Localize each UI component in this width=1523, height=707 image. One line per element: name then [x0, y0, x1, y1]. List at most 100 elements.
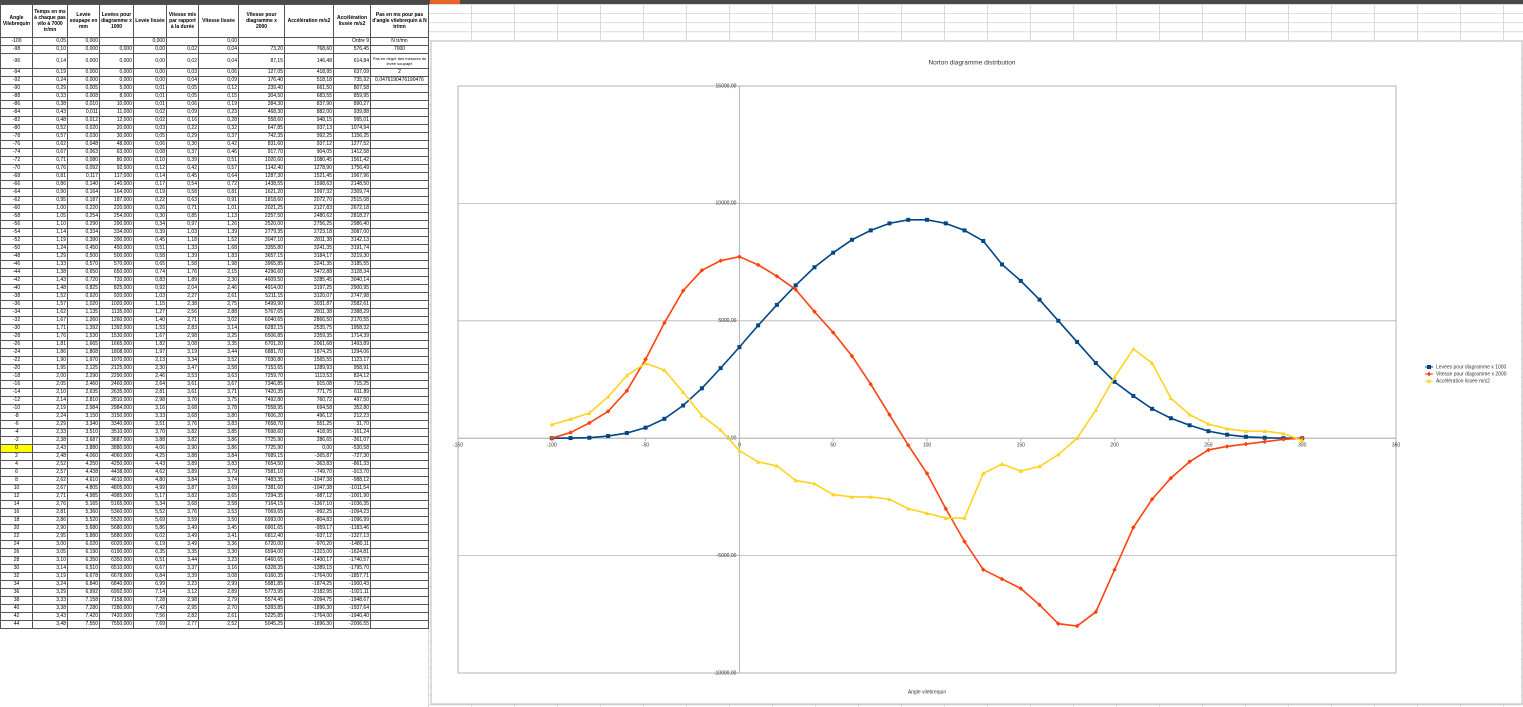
table-row: -50 1,24 0,450 450,000 0,51 1,33 1,68 3355,80 32… — [0, 244, 429, 253]
table-cell: 0,164 — [67, 188, 100, 197]
table-cell: 0,02 — [166, 45, 199, 54]
table-cell: 7381,60 — [238, 484, 285, 493]
table-cell: 3,51 — [133, 420, 167, 429]
table-cell: -1096,99 — [333, 516, 371, 525]
table-cell — [370, 204, 429, 213]
table-row: -36 1,57 1,020 1020,000 1,15 2,38 2,75 5499,90 3… — [0, 300, 429, 309]
table-row: -24 1,86 1,808 1808,000 1,97 3,19 3,44 6881,70 1… — [0, 348, 429, 357]
table-cell: 1,19 — [32, 236, 68, 245]
table-cell: 0,220 — [67, 204, 100, 213]
legend-marker — [1426, 371, 1432, 377]
table-cell: 0,43 — [32, 108, 68, 117]
table-cell: 3,37 — [166, 564, 199, 573]
table-cell: 0,005 — [67, 84, 100, 93]
table-cell: 1,81 — [32, 340, 68, 349]
table-cell: 1,020 — [67, 300, 100, 309]
table-cell — [370, 348, 429, 357]
table-row: 10 2,67 4,805 4805,000 4,99 3,87 3,69 7381,60 -1… — [0, 484, 429, 493]
table-cell: -365,87 — [284, 452, 334, 461]
data-point — [699, 386, 704, 391]
table-cell: 0,34 — [133, 220, 167, 229]
table-cell: 1958,32 — [333, 324, 371, 333]
table-cell: 3,49 — [166, 524, 199, 533]
table-cell: 0,450 — [67, 244, 100, 253]
data-point — [1018, 468, 1023, 473]
table-cell: 551,25 — [284, 420, 334, 429]
data-point — [1056, 318, 1061, 323]
table-cell: -6 — [0, 420, 33, 429]
table-row: -66 0,86 0,140 140,000 0,17 0,54 0,72 1438,55 15… — [0, 180, 429, 189]
table-cell: 2,98 — [166, 332, 199, 341]
table-cell: 0,01 — [133, 92, 167, 101]
table-cell: 127,05 — [238, 68, 285, 77]
table-cell: 1,18 — [166, 236, 199, 245]
table-cell: 0,48 — [32, 116, 68, 125]
data-point — [587, 410, 592, 415]
table-cell: 2,76 — [32, 500, 68, 509]
y-tick-label: -5000,00 — [717, 553, 737, 559]
table-cell: 2,46 — [133, 372, 167, 381]
table-cell: 2866,50 — [284, 316, 334, 325]
table-cell: 890,27 — [333, 100, 371, 109]
x-tick-label: 250 — [1204, 443, 1213, 449]
table-cell: 1,90 — [32, 356, 68, 365]
table-cell — [370, 260, 429, 269]
data-point — [793, 287, 798, 292]
table-cell: 5225,85 — [238, 612, 285, 621]
table-cell: 2,57 — [32, 468, 68, 477]
table-cell: 3,50 — [198, 516, 239, 525]
table-row: -26 1,81 1,665 1665,000 1,82 3,08 3,35 6701,20 2… — [0, 340, 429, 349]
table-cell: 0,00 — [133, 68, 167, 77]
table-cell: 0,90 — [32, 188, 68, 197]
table-cell: 1,00 — [32, 204, 68, 213]
data-point — [1300, 438, 1305, 443]
table-cell: -937,12 — [284, 532, 334, 541]
table-cell: 5,000 — [99, 84, 134, 93]
data-point — [943, 221, 948, 226]
table-cell: 3197,25 — [284, 284, 334, 293]
table-cell: 0,76 — [32, 164, 68, 173]
table-cell: 3,52 — [198, 356, 239, 365]
table-cell: 2756,25 — [284, 220, 334, 229]
table-cell: 3185,55 — [333, 260, 371, 269]
table-cell: -36 — [0, 300, 33, 309]
data-point — [1075, 339, 1080, 344]
data-point — [793, 283, 798, 288]
table-cell: 5165,000 — [99, 500, 134, 509]
data-point — [1281, 431, 1286, 436]
table-cell: 7259,70 — [238, 372, 285, 381]
table-cell: 7,14 — [133, 588, 167, 597]
table-cell: 73,20 — [238, 45, 285, 54]
table-cell: 3,05 — [32, 548, 68, 557]
table-row: 8 2,62 4,610 4610,000 4,80 3,84 3,74 7483,35 -10… — [0, 476, 429, 485]
table-cell: 6,840 — [67, 580, 100, 589]
column-header: Accélération lissée m/s2 — [333, 4, 371, 38]
table-cell: 0,71 — [166, 204, 199, 213]
table-cell: 3,86 — [198, 444, 239, 453]
table-cell: 3,23 — [166, 580, 199, 589]
table-cell — [370, 548, 429, 557]
table-cell: 2,56 — [166, 308, 199, 317]
table-cell: 4,438 — [67, 468, 100, 477]
table-cell: 3510,000 — [99, 428, 134, 437]
table-cell — [370, 116, 429, 125]
table-cell: 334,000 — [99, 228, 134, 237]
table-cell: 1289,93 — [284, 364, 334, 373]
table-cell: 290,000 — [99, 220, 134, 229]
table-cell: 2,81 — [133, 388, 167, 397]
data-point — [1131, 393, 1136, 398]
table-cell: 2,984 — [67, 404, 100, 413]
table-cell: 4,060 — [67, 452, 100, 461]
table-cell: -54 — [0, 228, 33, 237]
data-point — [737, 345, 742, 350]
data-point — [1112, 374, 1117, 379]
table-cell: -68 — [0, 172, 33, 181]
table-cell: 7,69 — [133, 620, 167, 629]
table-cell: 1020,000 — [99, 300, 134, 309]
table-cell: 1,95 — [32, 364, 68, 373]
table-cell — [370, 364, 429, 373]
table-cell: 917,70 — [238, 148, 285, 157]
table-row: -40 1,48 0,825 825,000 0,92 2,04 2,46 4914,00 31… — [0, 284, 429, 293]
table-cell: 0,26 — [133, 204, 167, 213]
table-cell: 12 — [0, 492, 33, 501]
